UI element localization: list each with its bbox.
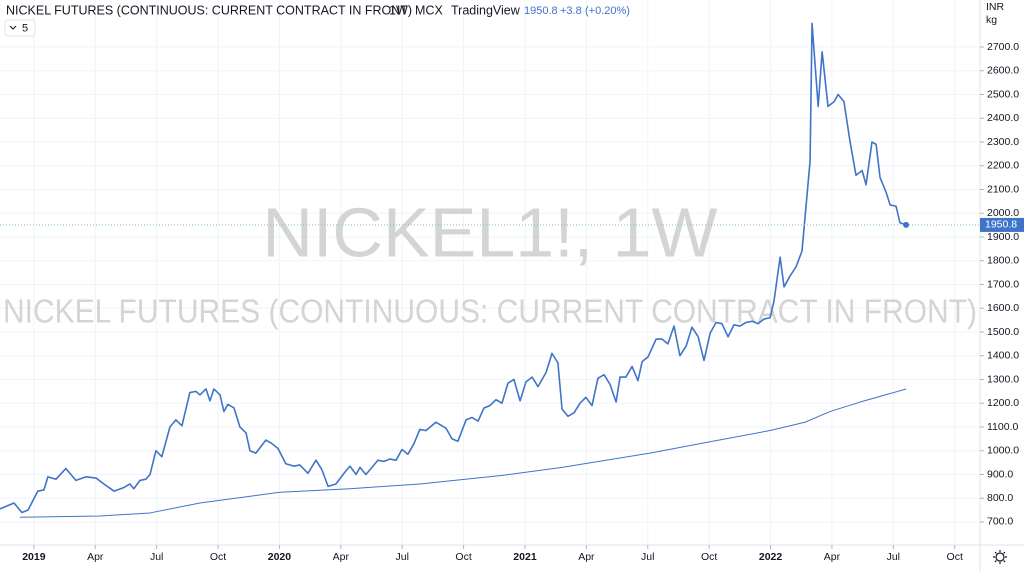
y-tick-label: 2100.0 (987, 183, 1019, 195)
last-price-label: 1950.8 (985, 219, 1017, 231)
x-tick-label: Oct (210, 551, 226, 563)
y-tick-label: 1600.0 (987, 302, 1019, 314)
y-tick-label: 2700.0 (987, 41, 1019, 53)
x-tick-label: Jul (395, 551, 408, 563)
y-tick-label: 1500.0 (987, 326, 1019, 338)
axes: 700.0 800.0 900.0 1000.0 1100.0 1200.0 1300.0 1… (22, 41, 1024, 563)
x-tick-label: Jul (150, 551, 163, 563)
price-line (19, 388, 907, 518)
y-tick-label: 2300.0 (987, 136, 1019, 148)
y-tick-label: 2600.0 (987, 65, 1019, 77)
y-tick-label: 700.0 (987, 516, 1013, 528)
x-tick-label: Oct (701, 551, 717, 563)
x-tick-label: Jul (887, 551, 900, 563)
x-tick-label: Jul (641, 551, 654, 563)
change: +3.8 (560, 5, 582, 17)
chevron-icon (9, 25, 17, 30)
y-tick-label: 1100.0 (987, 421, 1018, 433)
indicator-toggle[interactable] (4, 19, 36, 37)
plot (0, 22, 980, 518)
gear[interactable] (995, 552, 1005, 562)
x-tick-label: Oct (947, 551, 963, 563)
x-tick-label: Apr (578, 551, 595, 563)
y-tick-label: 1900.0 (987, 231, 1019, 243)
change-percent: (+0.20%) (585, 5, 630, 17)
unit[interactable]: kg (986, 14, 997, 26)
source: TradingView (451, 3, 521, 17)
y-tick-label: 1300.0 (987, 373, 1019, 385)
y-tick-label: 1200.0 (987, 397, 1019, 409)
watermark-ticker: NICKEL1!, 1W (262, 193, 717, 271)
interval: 1W (389, 3, 408, 17)
settings-icon[interactable] (993, 550, 1007, 564)
symbol-name: NICKEL FUTURES (CONTINUOUS: CURRENT CONT… (6, 3, 412, 17)
x-tick-label: Oct (455, 551, 471, 563)
indicator-length[interactable]: 5 (22, 22, 28, 34)
last-point (903, 221, 910, 228)
y-tick-label: 2000.0 (987, 207, 1019, 219)
x-tick-label: Apr (87, 551, 104, 563)
y-tick-label: 800.0 (987, 492, 1013, 504)
watermark-description: NICKEL FUTURES (CONTINUOUS: CURRENT CONT… (3, 293, 977, 330)
x-tick-label: 2019 (22, 551, 46, 563)
y-tick-label: 1700.0 (987, 278, 1019, 290)
x-tick-label: Apr (333, 551, 350, 563)
y-tick-label: 2400.0 (987, 112, 1019, 124)
x-tick-label: 2022 (759, 551, 783, 563)
y-tick-label: 2200.0 (987, 160, 1019, 172)
x-tick-label: 2020 (268, 551, 292, 563)
y-tick-label: 900.0 (987, 468, 1013, 480)
header: NICKEL FUTURES (CONTINUOUS: CURRENT CONT… (4, 3, 630, 37)
y-tick-label: 1400.0 (987, 350, 1019, 362)
currency[interactable]: INR (986, 1, 1005, 13)
y-tick-label: 1800.0 (987, 255, 1019, 267)
last-price-badge (980, 217, 1024, 232)
y-tick-label: 1000.0 (987, 445, 1019, 457)
gear-teeth[interactable] (993, 550, 1007, 564)
grid (0, 0, 980, 545)
price-line (0, 22, 907, 514)
exchange: MCX (415, 3, 443, 17)
y-tick-label: 2500.0 (987, 88, 1019, 100)
x-tick-label: Apr (824, 551, 841, 563)
x-tick-label: 2021 (513, 551, 537, 563)
last-price: 1950.8 (524, 5, 558, 17)
